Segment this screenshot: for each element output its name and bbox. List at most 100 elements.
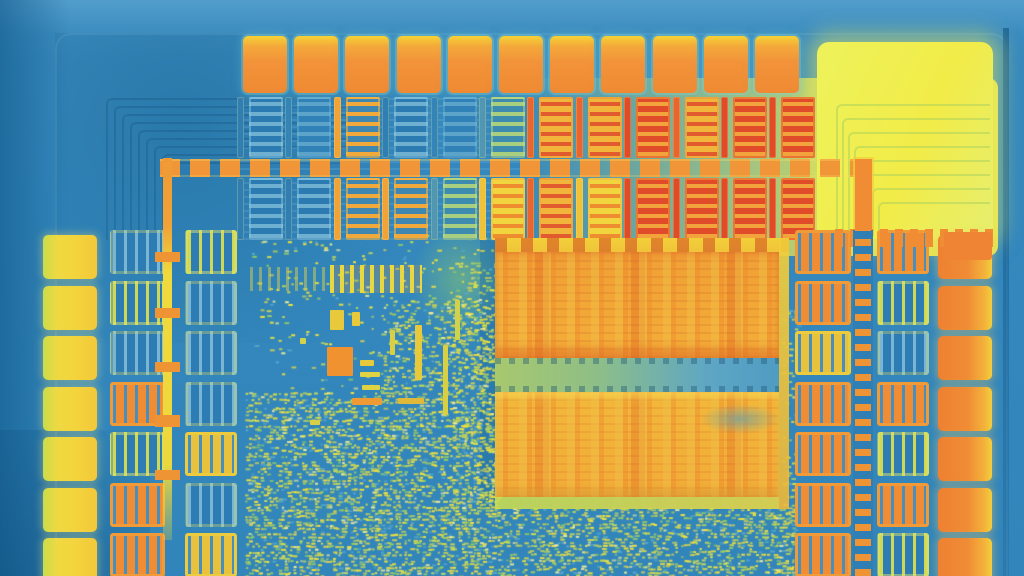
right-array-col-b	[877, 432, 929, 476]
bond-pad-left	[43, 285, 97, 330]
logic-cell	[398, 398, 424, 404]
right-array-col-a	[795, 381, 851, 426]
right-array-col-b	[877, 533, 929, 576]
gate-finger-bar	[237, 97, 244, 158]
logic-cell	[330, 310, 344, 330]
transistor-stripe-block	[636, 97, 671, 158]
left-array-col-b	[185, 331, 237, 375]
transistor-stripe-block	[636, 178, 671, 240]
bond-pad-left	[43, 437, 97, 481]
logic-cell	[300, 338, 306, 344]
left-array-col-b	[185, 230, 237, 274]
transistor-stripe-block	[442, 97, 477, 158]
transistor-stripe-block	[539, 97, 574, 158]
bond-pad-top	[652, 36, 697, 93]
memory-block-upper	[495, 252, 779, 358]
memory-channel-ticks	[495, 358, 779, 364]
transistor-stripe-block	[345, 178, 380, 240]
bond-pad-left	[43, 235, 97, 279]
left-array-col-b	[185, 381, 237, 426]
memory-frame-right	[779, 238, 789, 509]
transistor-stripe-block	[733, 97, 767, 158]
transistor-stripe-block	[587, 97, 622, 158]
left-array-col-b	[185, 432, 237, 476]
logic-cell	[360, 360, 374, 366]
gate-finger-bar	[430, 97, 438, 158]
spine-rung	[155, 362, 180, 372]
logic-cell	[310, 420, 320, 425]
bond-pad-top	[755, 36, 799, 93]
gate-finger-bar	[237, 178, 244, 240]
memory-frame-top	[495, 238, 789, 252]
transistor-stripe-block	[684, 178, 719, 240]
spine-rung	[155, 308, 180, 318]
transistor-stripe-block	[345, 97, 380, 158]
bond-pad-left	[43, 538, 97, 576]
transistor-stripe-block	[733, 178, 767, 240]
gate-finger-bar	[721, 178, 728, 240]
bond-pad-right	[938, 437, 992, 481]
transistor-stripe-block	[684, 97, 719, 158]
logic-comb-faint	[250, 267, 330, 291]
gate-finger-bar	[575, 178, 583, 240]
logic-hot-square	[327, 347, 353, 376]
bond-pad-top	[703, 36, 748, 93]
logic-cell	[352, 312, 360, 326]
gate-finger-bar	[527, 97, 535, 158]
logic-cell	[352, 398, 382, 405]
right-array-col-b	[877, 381, 929, 426]
gate-finger-bar	[624, 178, 632, 240]
bond-pad-left	[43, 386, 97, 431]
bond-pad-right	[938, 285, 992, 330]
bond-pad-top	[243, 36, 287, 93]
gate-finger-bar	[672, 178, 680, 240]
spine-rung	[155, 415, 180, 427]
transistor-stripe-block	[491, 178, 525, 240]
bond-pad-right	[938, 386, 992, 431]
left-array-col-b	[185, 280, 237, 325]
transistor-stripe-block	[587, 178, 622, 240]
transistor-stripe-block	[781, 97, 816, 158]
gate-finger-bar	[382, 97, 390, 158]
transistor-stripe-block	[491, 97, 525, 158]
left-array-col-a	[110, 533, 165, 576]
gate-finger-bar	[430, 178, 438, 240]
bond-pad-top	[396, 36, 441, 93]
ladder-channel	[853, 230, 873, 576]
gate-finger-bar	[575, 97, 583, 158]
bond-pad-top	[499, 36, 543, 93]
gate-finger-bar	[382, 178, 390, 240]
memory-frame-bottom	[495, 497, 779, 509]
right-array-col-a	[795, 482, 851, 527]
right-array-col-b	[877, 482, 929, 527]
gate-finger-bar	[333, 97, 341, 158]
right-array-col-a	[795, 533, 851, 576]
memory-smudge	[700, 404, 780, 434]
gate-finger-bar	[769, 178, 777, 240]
transistor-stripe-block	[394, 97, 429, 158]
bond-pad-right	[938, 336, 992, 380]
logic-trace-v	[455, 300, 460, 340]
gate-finger-bar	[672, 97, 680, 158]
spine-rung	[155, 470, 180, 480]
gate-finger-bar	[479, 97, 486, 158]
right-corner-pad	[944, 232, 992, 260]
gate-finger-bar	[285, 178, 293, 240]
transistor-stripe-block	[539, 178, 574, 240]
gate-finger-bar	[333, 178, 341, 240]
bond-pad-top	[550, 36, 595, 93]
right-array-col-b	[877, 331, 929, 375]
gate-finger-bar	[721, 97, 728, 158]
logic-trace-v	[415, 325, 422, 380]
logic-trace-v	[390, 330, 395, 355]
gate-finger-bar	[624, 97, 632, 158]
bond-pad-right	[938, 487, 992, 532]
right-array-col-a	[795, 432, 851, 476]
right-array-col-a	[795, 280, 851, 325]
logic-cell	[360, 372, 380, 377]
gate-finger-bar	[479, 178, 486, 240]
right-array-col-b	[877, 280, 929, 325]
transistor-stripe-block	[781, 178, 816, 240]
transistor-stripe-block	[442, 178, 477, 240]
